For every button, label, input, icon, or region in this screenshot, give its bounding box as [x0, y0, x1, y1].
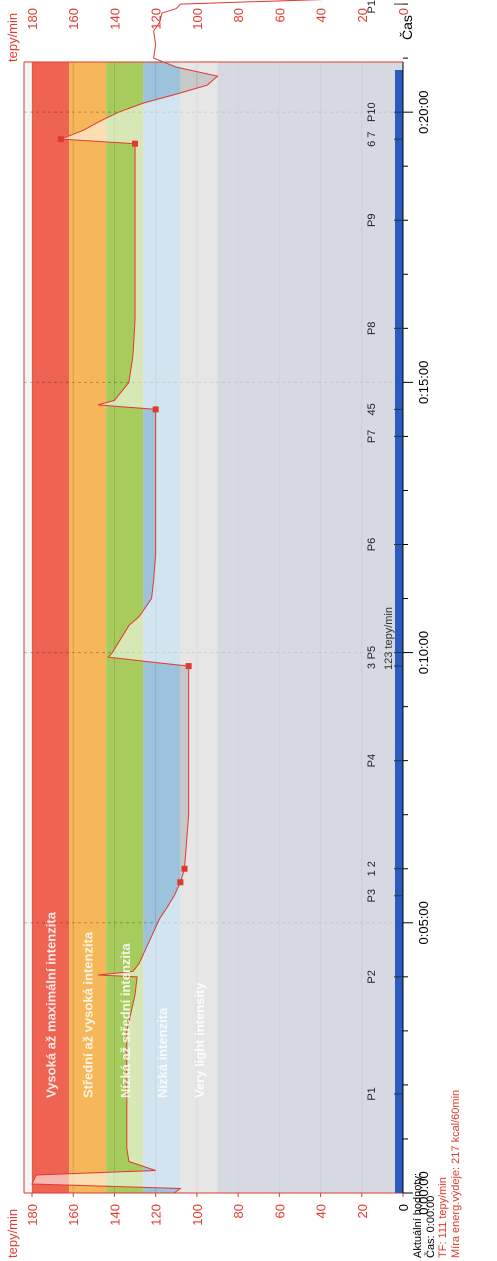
- time-tick-label: 0:05:00: [416, 901, 431, 944]
- phase-label-7: P6: [366, 538, 378, 551]
- lap-marker-3: [152, 406, 159, 413]
- hr-axis-label-top: tepy/min: [5, 13, 20, 62]
- phase-label-3: 1 2: [366, 861, 378, 876]
- time-axis-label: Čas: [399, 15, 415, 40]
- lap-markers: [57, 136, 192, 886]
- info-heart-rate: TF: 111 tepy/min: [437, 1177, 449, 1258]
- phase-label-2: P3: [366, 889, 378, 902]
- time-axis-bar: [395, 70, 403, 1193]
- phase-label-10: P8: [366, 322, 378, 335]
- heart-rate-area: [32, 0, 403, 1193]
- hr-tick-label-bottom: 40: [314, 1204, 329, 1218]
- time-tick-label: 0:00:00: [416, 1171, 431, 1214]
- phase-label-9: 45: [366, 403, 378, 415]
- lap-marker-1: [181, 865, 188, 872]
- phase-label-5: 3: [366, 663, 378, 669]
- current-values-panel: Aktuální hodnoty: Čas: 0:00:00 TF: 111 t…: [412, 1090, 462, 1258]
- hr-axis-label-bottom: tepy/min: [5, 1209, 20, 1258]
- hr-tick-label-top: 40: [314, 8, 329, 22]
- hr-tick-label-bottom: 20: [355, 1204, 370, 1218]
- zone-label-1: Střední až vysoká intenzita: [81, 931, 96, 1098]
- zone-label-4: Very light intensity: [192, 982, 207, 1098]
- time-tick-label: 0:15:00: [416, 361, 431, 404]
- hr-tick-label-top: 80: [231, 8, 246, 22]
- hr-tick-label-bottom: 100: [190, 1204, 205, 1226]
- hr-tick-label-top: 0: [396, 8, 411, 15]
- time-tick-label: 0:10:00: [416, 631, 431, 674]
- phase-label-12: 6 7: [366, 132, 378, 147]
- hr-tick-label-top: 140: [107, 8, 122, 30]
- phase-label-0: P1: [366, 1087, 378, 1100]
- zone-label-3: Nízká intenzita: [155, 1007, 170, 1098]
- zone-labels: Vysoká až maximální intenzita Střední až …: [44, 607, 395, 1098]
- phase-label-4: P4: [366, 754, 378, 767]
- hr-tick-label-top: 60: [272, 8, 287, 22]
- phase-label-6: P5: [366, 646, 378, 659]
- hr-tick-label-top: 20: [355, 8, 370, 22]
- hr-tick-label-bottom: 60: [272, 1204, 287, 1218]
- hr-tick-label-bottom: 160: [66, 1204, 81, 1226]
- info-energy-rate: Míra energ.výdeje: 217 kcal/60min: [449, 1089, 462, 1258]
- current-hr-annotation: 123 tepy/min: [383, 607, 395, 670]
- lap-marker-4: [132, 140, 139, 147]
- info-time: Čas: 0:00:00: [424, 1195, 437, 1258]
- lap-marker-2: [185, 663, 192, 670]
- axes: 0 0 20 20 40 40 60 60 80 80 100 100 120 120 140 140 160 1…: [5, 0, 431, 1258]
- phase-label-1: P2: [366, 970, 378, 983]
- phase-label-13: P10: [366, 102, 378, 122]
- zone-label-2: Nízká až střední intenzita: [118, 943, 133, 1098]
- heart-rate-line: [31, 0, 323, 1194]
- hr-tick-label-top: 160: [66, 8, 81, 30]
- lap-marker-0: [177, 879, 184, 886]
- lap-marker-5: [57, 136, 64, 143]
- hr-tick-label-bottom: 0: [396, 1204, 411, 1211]
- phase-label-11: P9: [366, 214, 378, 227]
- info-title: Aktuální hodnoty:: [412, 1172, 424, 1258]
- phase-label-8: P7: [366, 430, 378, 443]
- hr-tick-label-bottom: 180: [25, 1204, 40, 1226]
- zone-label-0: Vysoká až maximální intenzita: [44, 911, 59, 1098]
- hr-tick-label-top: 100: [190, 8, 205, 30]
- phase-label-14: P11: [366, 0, 378, 13]
- heart-rate-series: [31, 0, 403, 1194]
- hr-tick-label-bottom: 140: [107, 1204, 122, 1226]
- zone-band-1: [69, 62, 107, 1193]
- hr-tick-label-top: 120: [149, 8, 164, 30]
- hr-tick-label-top: 180: [25, 8, 40, 30]
- zone-band-0: [32, 62, 70, 1193]
- time-tick-label: 0:20:00: [416, 90, 431, 133]
- hr-tick-label-bottom: 120: [149, 1204, 164, 1226]
- hr-tick-label-bottom: 80: [231, 1204, 246, 1218]
